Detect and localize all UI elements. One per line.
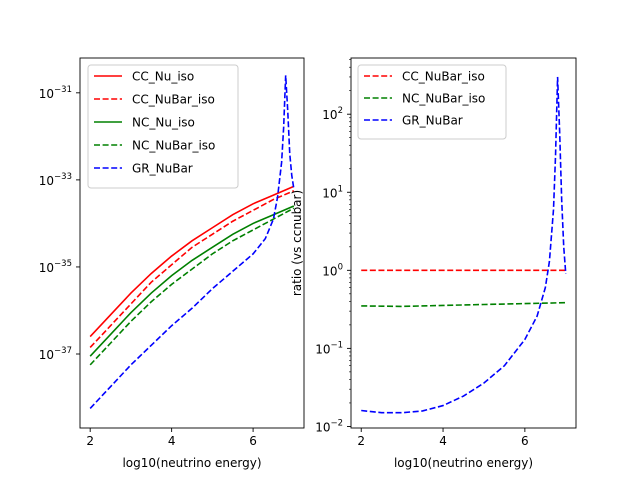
x-axis-label: log10(neutrino energy) bbox=[394, 456, 533, 470]
legend-entry: NC_NuBar_iso bbox=[402, 92, 485, 106]
legend: CC_Nu_iso CC_NuBar_iso NC_Nu_iso NC_NuBar_i… bbox=[87, 64, 239, 189]
legend-box bbox=[87, 64, 239, 189]
y-tick-label: 10−31 bbox=[39, 85, 72, 101]
y-tick-exponent: 2 bbox=[338, 106, 343, 116]
y-tick-exponent: −35 bbox=[54, 259, 72, 269]
legend-entry: CC_NuBar_iso bbox=[402, 70, 485, 84]
x-tick-label: 2 bbox=[357, 434, 365, 448]
legend-entry: GR_NuBar bbox=[402, 114, 463, 128]
y-tick-label: 10−37 bbox=[39, 346, 72, 362]
legend: CC_NuBar_iso NC_NuBar_iso GR_NuBar bbox=[357, 64, 507, 140]
plot-frame bbox=[79, 57, 305, 429]
legend-entry: CC_Nu_iso bbox=[132, 70, 194, 84]
y-tick-exponent: 1 bbox=[338, 184, 343, 194]
y-tick-base: 10 bbox=[39, 174, 54, 188]
legend-box bbox=[357, 64, 507, 140]
y-tick-label: 10−33 bbox=[39, 172, 72, 188]
series-line-gr-nubar bbox=[89, 75, 295, 409]
y-tick-label: 10−1 bbox=[315, 340, 343, 356]
y-tick-base: 10 bbox=[322, 264, 337, 278]
y-tick-label: 100 bbox=[322, 262, 343, 278]
y-tick-label: 10−35 bbox=[39, 259, 72, 275]
y-tick-label: 10−2 bbox=[315, 418, 343, 434]
series-line-nc-nubar-iso bbox=[361, 301, 566, 308]
series-line-gr-nubar bbox=[361, 76, 567, 414]
y-axis-label: ratio (vs ccnubar) bbox=[290, 190, 304, 296]
x-axis-label: log10(neutrino energy) bbox=[122, 456, 261, 470]
x-tick-label: 4 bbox=[168, 434, 176, 448]
x-tick-label: 6 bbox=[521, 434, 529, 448]
y-tick-exponent: 0 bbox=[338, 262, 343, 272]
series-line-nc-nu-iso bbox=[89, 205, 295, 357]
legend-entry: GR_NuBar bbox=[132, 162, 193, 176]
legend-entry: CC_NuBar_iso bbox=[132, 93, 215, 107]
y-tick-base: 10 bbox=[39, 261, 54, 275]
x-tick-label: 2 bbox=[86, 434, 94, 448]
plot-frame bbox=[350, 57, 577, 429]
y-tick-label: 101 bbox=[322, 184, 343, 200]
y-tick-base: 10 bbox=[322, 108, 337, 122]
y-tick-base: 10 bbox=[39, 87, 54, 101]
series-line-nc-nubar-iso bbox=[89, 207, 295, 366]
y-tick-exponent: −2 bbox=[330, 418, 343, 428]
y-tick-base: 10 bbox=[315, 342, 330, 356]
x-tick-label: 4 bbox=[439, 434, 447, 448]
y-tick-exponent: −1 bbox=[330, 340, 343, 350]
x-tick-label: 6 bbox=[249, 434, 257, 448]
legend-entry: NC_Nu_iso bbox=[132, 116, 195, 130]
y-tick-exponent: −37 bbox=[54, 346, 72, 356]
y-tick-exponent: −33 bbox=[54, 172, 72, 182]
y-tick-base: 10 bbox=[322, 186, 337, 200]
y-tick-base: 10 bbox=[315, 420, 330, 434]
legend-entry: NC_NuBar_iso bbox=[132, 139, 215, 153]
y-tick-exponent: −31 bbox=[54, 85, 72, 95]
y-tick-label: 102 bbox=[322, 106, 343, 122]
series-line-cc-nubar-iso bbox=[89, 190, 295, 349]
y-tick-base: 10 bbox=[39, 348, 54, 362]
series-line-cc-nu-iso bbox=[89, 185, 295, 338]
